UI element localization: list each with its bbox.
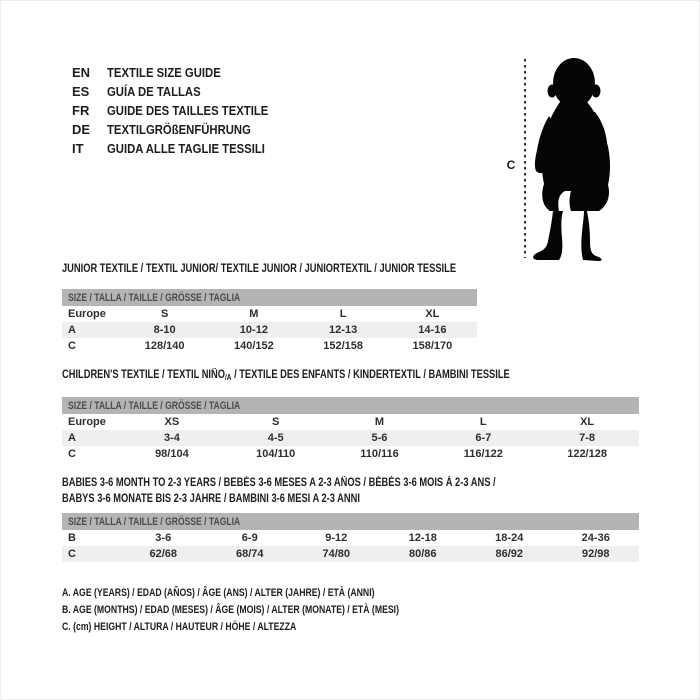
- size-cell: 9-12: [325, 532, 348, 544]
- size-cell: 116/122: [463, 448, 503, 460]
- size-cell: XL: [425, 308, 440, 320]
- language-code: EN: [72, 65, 91, 80]
- size-cell: 14-16: [418, 324, 447, 336]
- babies-size-table-section: BABIES 3-6 MONTH TO 2-3 YEARS / BEBÉS 3-…: [62, 476, 639, 562]
- size-cell: 12-13: [329, 324, 358, 336]
- size-cell: 10-12: [239, 324, 268, 336]
- size-cell: 3-6: [155, 532, 172, 544]
- table-row: A 8-10 10-12 12-13 14-16: [62, 322, 477, 338]
- language-code: DE: [72, 122, 91, 137]
- size-cell: 12-18: [408, 532, 437, 544]
- row-label: Europe: [68, 308, 106, 320]
- measure-label-c: C: [507, 158, 516, 172]
- baby-figure: C: [498, 48, 643, 263]
- size-cell: 6-9: [241, 532, 258, 544]
- size-cell: 110/116: [360, 448, 399, 460]
- language-row-en: EN TEXTILE SIZE GUIDE: [72, 63, 292, 82]
- language-label: TEXTILE SIZE GUIDE: [107, 65, 221, 80]
- size-header-bar: SIZE / TALLA / TAILLE / GRÖSSE / TAGLIA: [62, 397, 639, 414]
- children-table-title: CHILDREN'S TEXTILE / TEXTIL NIÑO/A / TEX…: [62, 369, 510, 382]
- size-cell: 128/140: [144, 340, 185, 352]
- size-cell: L: [339, 308, 347, 320]
- size-cell: 62/68: [149, 548, 178, 560]
- row-label: Europe: [68, 416, 106, 428]
- size-cell: 152/158: [323, 340, 363, 352]
- language-label: GUÍA DE TALLAS: [107, 84, 201, 99]
- row-label: B: [68, 532, 76, 544]
- size-cell: M: [374, 416, 385, 428]
- table-row: C 98/104 104/110 110/116 116/122 122/128: [62, 446, 639, 462]
- table-row: B 3-6 6-9 9-12 12-18 18-24 24-36: [62, 530, 639, 546]
- footnotes: A. AGE (YEARS) / EDAD (AÑOS) / ÂGE (ANS)…: [62, 585, 489, 636]
- table-row: C 62/68 68/74 74/80 80/86 86/92 92/98: [62, 546, 639, 562]
- language-row-de: DE TEXTILGRÖßENFÜHRUNG: [72, 120, 292, 139]
- size-cell: 80/86: [408, 548, 437, 560]
- table-row: Europe XS S M L XL: [62, 414, 639, 430]
- language-code: FR: [72, 103, 90, 118]
- baby-silhouette-icon: [533, 58, 611, 261]
- size-header-bar: SIZE / TALLA / TAILLE / GRÖSSE / TAGLIA: [62, 513, 639, 530]
- size-cell: XS: [164, 416, 180, 428]
- size-cell: S: [160, 308, 169, 320]
- size-cell: XL: [580, 416, 595, 428]
- language-code: IT: [72, 141, 84, 156]
- language-row-fr: FR GUIDE DES TAILLES TEXTILE: [72, 101, 292, 120]
- size-cell: 6-7: [475, 432, 492, 444]
- table-row: C 128/140 140/152 152/158 158/170: [62, 338, 477, 354]
- size-cell: 18-24: [495, 532, 524, 544]
- size-cell: 24-36: [581, 532, 610, 544]
- language-legend: EN TEXTILE SIZE GUIDE ES GUÍA DE TALLAS …: [72, 63, 292, 158]
- size-cell: 140/152: [233, 340, 274, 352]
- footnote-b: B. AGE (MONTHS) / EDAD (MESES) / ÂGE (MO…: [62, 604, 399, 616]
- children-size-table: SIZE / TALLA / TAILLE / GRÖSSE / TAGLIA …: [62, 397, 639, 462]
- footnote-c: C. (cm) HEIGHT / ALTURA / HAUTEUR / HÖHE…: [62, 621, 297, 633]
- junior-table-title: JUNIOR TEXTILE / TEXTIL JUNIOR/ TEXTILE …: [62, 263, 457, 275]
- language-row-it: IT GUIDA ALLE TAGLIE TESSILI: [72, 139, 292, 158]
- row-label: C: [68, 548, 76, 560]
- language-code: ES: [72, 84, 90, 99]
- language-label: GUIDA ALLE TAGLIE TESSILI: [107, 141, 265, 156]
- table-row: A 3-4 4-5 5-6 6-7 7-8: [62, 430, 639, 446]
- size-header-bar: SIZE / TALLA / TAILLE / GRÖSSE / TAGLIA: [62, 289, 477, 306]
- size-cell: 158/170: [412, 340, 453, 352]
- children-size-table-section: CHILDREN'S TEXTILE / TEXTIL NIÑO/A / TEX…: [62, 368, 639, 462]
- babies-table-title-line2: BABYS 3-6 MONATE BIS 2-3 JAHRE / BAMBINI…: [62, 493, 360, 505]
- junior-size-table: SIZE / TALLA / TAILLE / GRÖSSE / TAGLIA …: [62, 289, 477, 354]
- size-cell: 3-4: [163, 432, 180, 444]
- size-cell: 98/104: [155, 448, 189, 460]
- size-cell: 92/98: [581, 548, 610, 560]
- language-label: GUIDE DES TAILLES TEXTILE: [107, 103, 269, 118]
- table-row: Europe S M L XL: [62, 306, 477, 322]
- size-cell: 8-10: [153, 324, 176, 336]
- size-cell: 104/110: [256, 448, 296, 460]
- size-cell: 122/128: [567, 448, 607, 460]
- footnote-a: A. AGE (YEARS) / EDAD (AÑOS) / ÂGE (ANS)…: [62, 587, 375, 599]
- language-label: TEXTILGRÖßENFÜHRUNG: [107, 122, 251, 137]
- size-cell: 7-8: [579, 432, 596, 444]
- size-cell: 74/80: [322, 548, 351, 560]
- row-label: C: [68, 340, 76, 352]
- junior-size-table-section: JUNIOR TEXTILE / TEXTIL JUNIOR/ TEXTILE …: [62, 262, 477, 354]
- size-cell: 68/74: [235, 548, 264, 560]
- size-cell: 4-5: [267, 432, 284, 444]
- size-cell: S: [272, 416, 280, 428]
- babies-size-table: SIZE / TALLA / TAILLE / GRÖSSE / TAGLIA …: [62, 513, 639, 562]
- size-cell: 86/92: [495, 548, 524, 560]
- size-cell: 5-6: [371, 432, 388, 444]
- row-label: C: [68, 448, 76, 460]
- size-cell: L: [479, 416, 487, 428]
- row-label: A: [68, 324, 76, 336]
- language-row-es: ES GUÍA DE TALLAS: [72, 82, 292, 101]
- row-label: A: [68, 432, 76, 444]
- babies-table-title-line1: BABIES 3-6 MONTH TO 2-3 YEARS / BEBÉS 3-…: [62, 477, 496, 489]
- size-cell: M: [249, 308, 259, 320]
